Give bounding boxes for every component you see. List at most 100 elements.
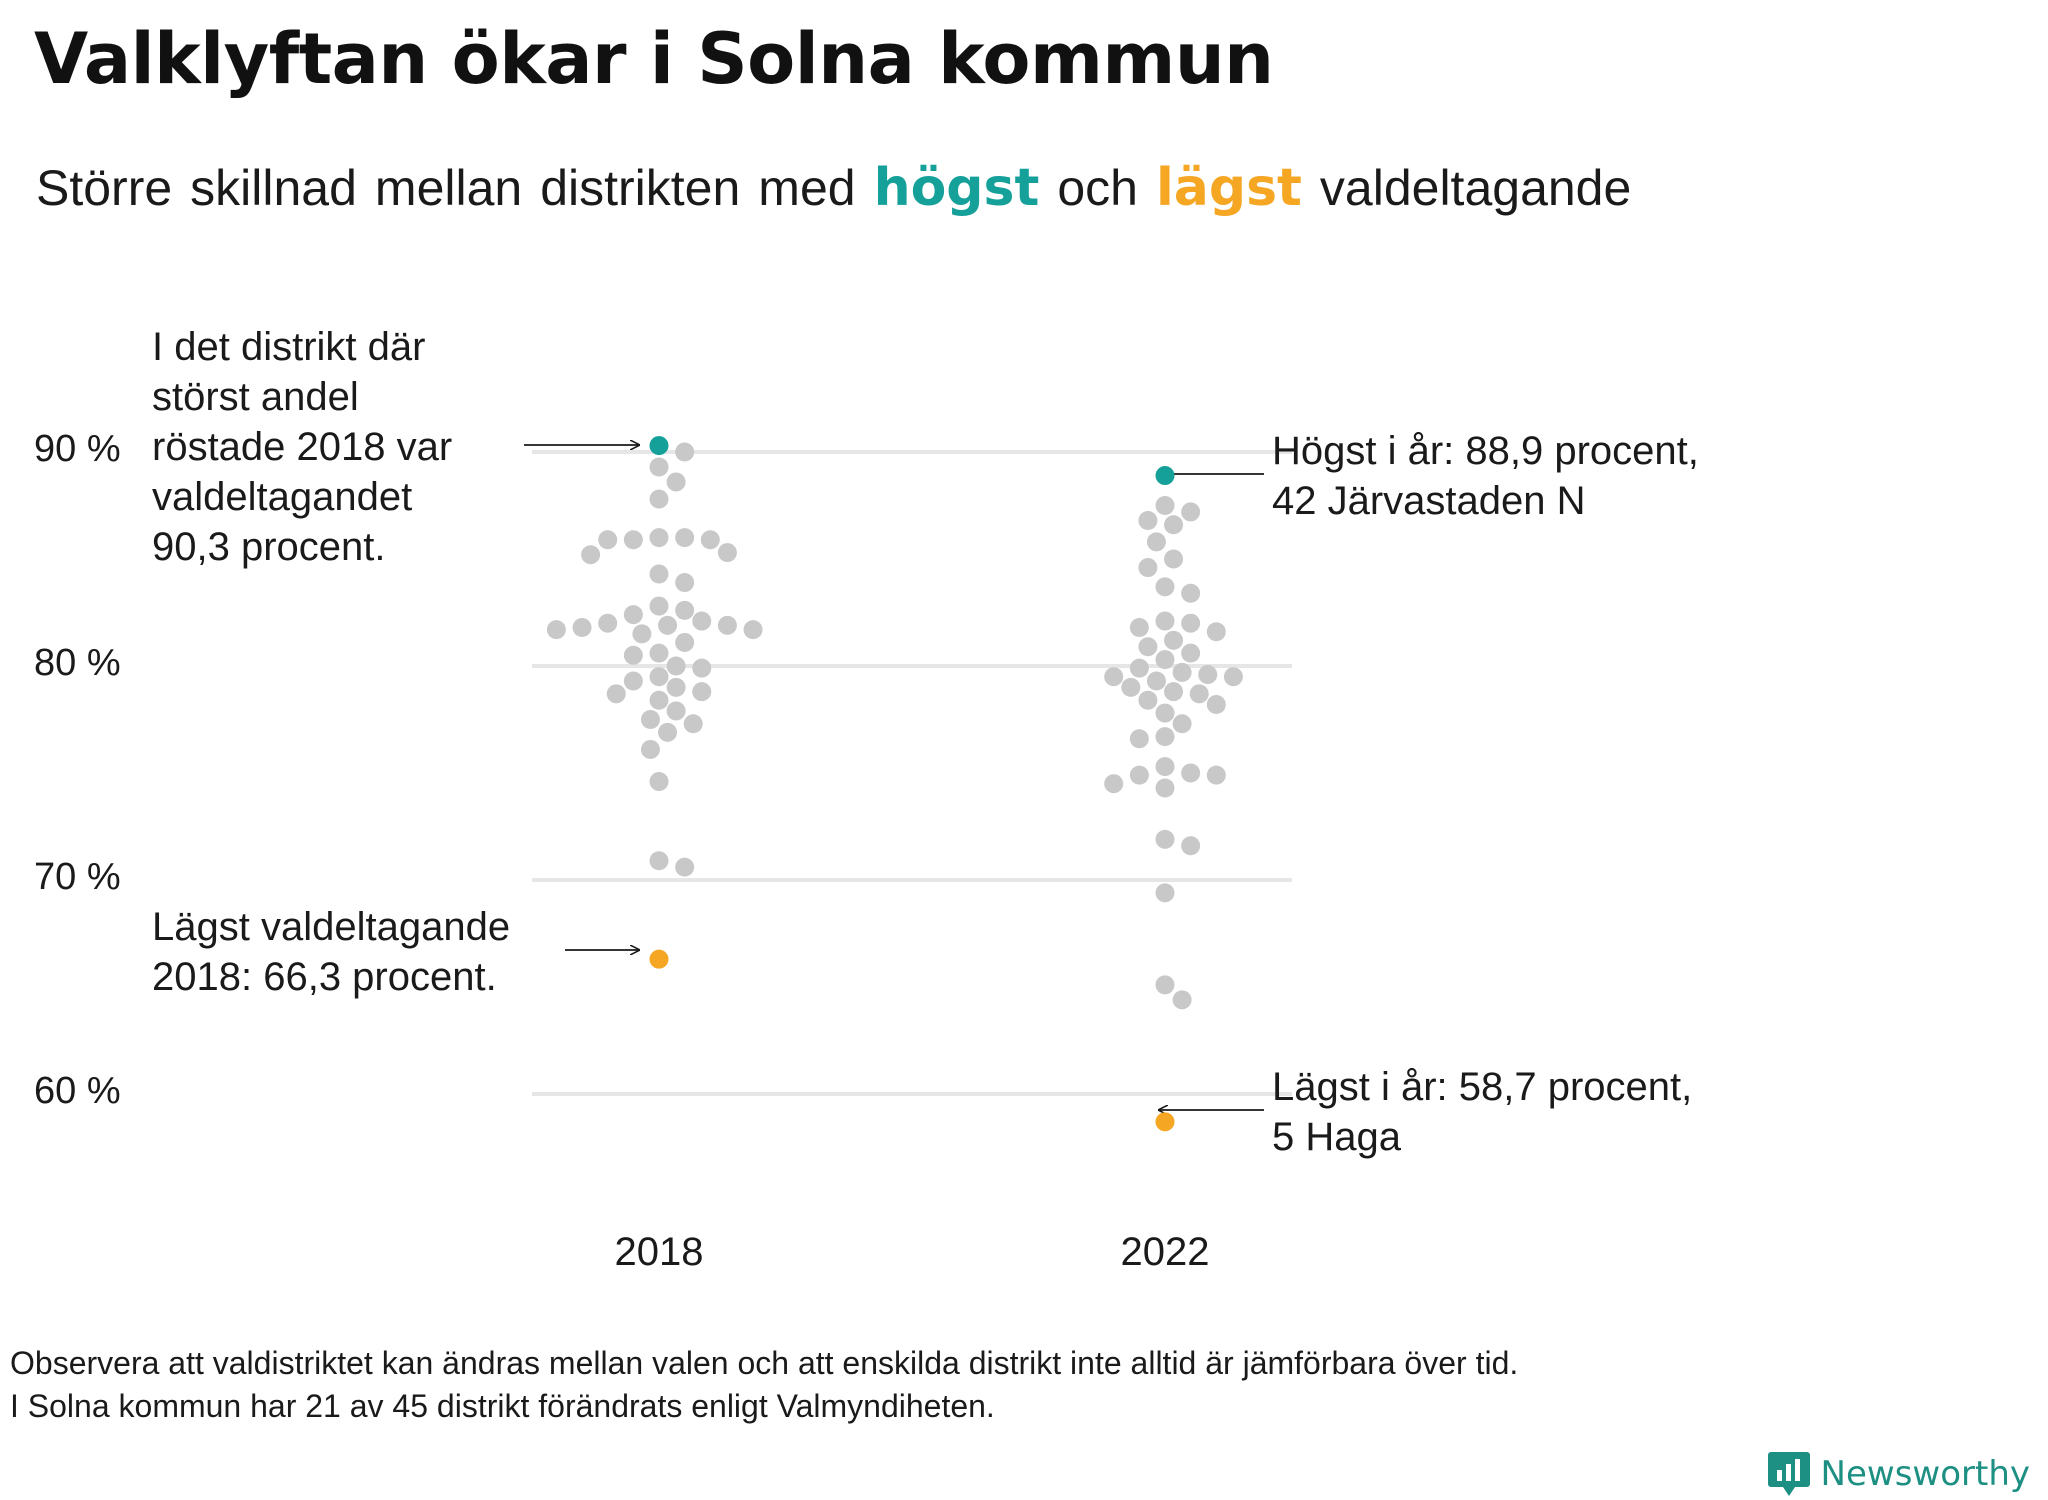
data-point <box>675 573 695 593</box>
subtitle-word: med <box>758 160 856 216</box>
annotation-high-2022: Högst i år: 88,9 procent, 42 Järvastaden… <box>1272 426 1699 526</box>
data-point <box>692 611 712 631</box>
annotation-line: Lägst valdeltagande <box>152 905 511 949</box>
data-point <box>666 701 686 721</box>
data-point-lowest <box>1155 1112 1175 1132</box>
data-point <box>649 564 669 584</box>
subtitle-lowest-highlight: lägst <box>1155 158 1302 218</box>
annotation-low-2018: Lägst valdeltagande 2018: 66,3 procent. <box>152 902 510 1002</box>
data-point <box>1138 637 1158 657</box>
y-tick-label: 80 % <box>34 642 121 684</box>
subtitle-word: mellan <box>374 160 523 216</box>
data-point <box>683 714 703 734</box>
data-point <box>649 667 669 687</box>
data-point <box>717 543 737 563</box>
data-point <box>1146 532 1166 552</box>
annotation-line: röstade 2018 var <box>152 425 453 469</box>
data-point <box>649 851 669 871</box>
data-point <box>1138 690 1158 710</box>
data-point <box>675 857 695 877</box>
data-point <box>1129 729 1149 749</box>
subtitle-word: Större <box>36 160 173 216</box>
data-point <box>1129 658 1149 678</box>
data-point <box>1172 990 1192 1010</box>
data-point <box>598 613 618 633</box>
data-point <box>1146 671 1166 691</box>
data-point <box>1172 662 1192 682</box>
data-point <box>1138 510 1158 530</box>
brand-name: Newsworthy <box>1820 1454 2030 1494</box>
annotation-low-2022: Lägst i år: 58,7 procent, 5 Haga <box>1272 1062 1692 1162</box>
data-point <box>632 624 652 644</box>
annotation-top-2018: I det distrikt där störst andel röstade … <box>152 322 452 572</box>
data-point <box>649 643 669 663</box>
data-point <box>1181 763 1201 783</box>
data-point <box>1164 549 1184 569</box>
data-point <box>623 645 643 665</box>
subtitle-word: valdeltagande <box>1319 160 1632 216</box>
data-point-highest <box>649 436 669 456</box>
data-point <box>1181 583 1201 603</box>
data-point <box>1155 611 1175 631</box>
subtitle-word: och <box>1057 160 1138 216</box>
data-point <box>666 677 686 697</box>
data-point <box>1104 667 1124 687</box>
data-point <box>1223 667 1243 687</box>
footnote: Observera att valdistriktet kan ändras m… <box>10 1342 1518 1428</box>
data-point <box>1155 577 1175 597</box>
data-point <box>1181 643 1201 663</box>
annotation-line: valdeltagandet <box>152 475 413 519</box>
data-point <box>649 772 669 792</box>
data-point <box>1155 757 1175 777</box>
brand[interactable]: Newsworthy <box>1767 1450 2030 1498</box>
data-point <box>640 739 660 759</box>
data-point <box>598 530 618 550</box>
data-point <box>658 615 678 635</box>
data-point <box>1181 836 1201 856</box>
y-tick-label: 70 % <box>34 856 121 898</box>
data-point <box>717 615 737 635</box>
data-point-lowest <box>649 949 669 969</box>
data-point <box>606 684 626 704</box>
newsworthy-logo-icon <box>1767 1452 1810 1496</box>
footnote-line: Observera att valdistriktet kan ändras m… <box>10 1345 1519 1381</box>
data-point <box>640 710 660 729</box>
data-point <box>675 632 695 652</box>
data-point <box>1164 630 1184 650</box>
annotation-line: 2018: 66,3 procent. <box>152 955 497 999</box>
data-point <box>649 596 669 616</box>
chart-subtitle: Större skillnad mellan distrikten med högst oc… <box>36 158 1631 218</box>
data-point <box>1155 650 1175 670</box>
x-tick-label: 2018 <box>614 1230 704 1274</box>
data-point <box>649 489 669 509</box>
data-point <box>1155 975 1175 995</box>
annotation-line: I det distrikt där <box>152 325 426 369</box>
data-point <box>1155 778 1175 798</box>
data-point <box>1155 829 1175 849</box>
y-tick-label: 90 % <box>34 428 121 470</box>
data-point <box>546 620 566 640</box>
data-point <box>743 620 763 640</box>
data-point <box>1198 665 1218 685</box>
data-point <box>581 545 601 565</box>
subtitle-word: skillnad <box>190 160 357 216</box>
data-point <box>1155 883 1175 903</box>
data-point <box>1172 714 1192 734</box>
subtitle-word: distrikten <box>540 160 741 216</box>
data-point <box>649 528 669 548</box>
chart-title: Valklyftan ökar i Solna kommun <box>34 18 1274 100</box>
data-point <box>1206 765 1226 785</box>
data-point <box>658 722 678 742</box>
data-point <box>692 682 712 702</box>
annotation-line: 5 Haga <box>1272 1115 1401 1159</box>
data-point <box>1138 558 1158 578</box>
data-point <box>700 530 720 550</box>
annotation-line: Lägst i år: 58,7 procent, <box>1272 1065 1693 1109</box>
data-point <box>623 671 643 691</box>
data-point <box>572 617 592 637</box>
data-point <box>1206 622 1226 642</box>
data-point-highest <box>1155 466 1175 486</box>
data-point <box>1155 496 1175 515</box>
data-point <box>1181 613 1201 633</box>
